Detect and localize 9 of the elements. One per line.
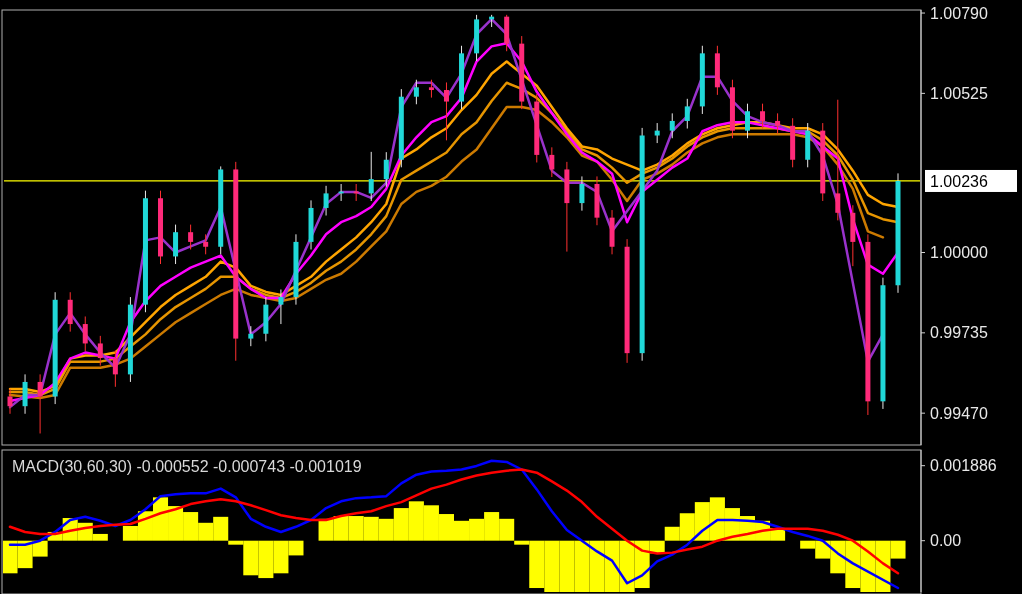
- chart-title: MACD(30,60,30) -0.000552 -0.000743 -0.001019: [12, 458, 362, 475]
- y-tick-label: 1.00000: [930, 244, 988, 262]
- y-tick-label: 0.001886: [930, 457, 997, 475]
- y-tick-label: 0.00: [930, 532, 962, 550]
- y-tick-label: 0.99735: [930, 324, 988, 342]
- y-tick-label: 1.00525: [930, 84, 988, 102]
- ref-line-label: 1.00236: [930, 172, 988, 190]
- y-tick-label: 1.00790: [930, 4, 988, 22]
- y-tick-label: 0.99470: [930, 404, 988, 422]
